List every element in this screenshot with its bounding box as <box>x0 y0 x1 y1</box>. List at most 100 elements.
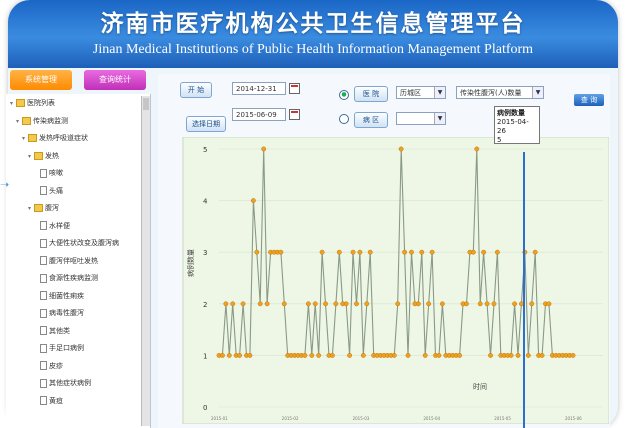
data-point[interactable] <box>570 352 576 358</box>
data-point[interactable] <box>405 352 411 358</box>
data-point[interactable] <box>323 301 328 307</box>
data-point[interactable] <box>357 249 363 255</box>
data-point[interactable] <box>422 352 428 358</box>
data-point[interactable] <box>491 301 497 307</box>
data-point[interactable] <box>226 352 232 358</box>
data-point[interactable] <box>319 249 325 255</box>
data-point[interactable] <box>395 301 401 307</box>
data-point[interactable] <box>488 352 493 358</box>
sidebar-item[interactable]: 其他症状病例 <box>34 378 91 388</box>
data-point[interactable] <box>477 301 483 307</box>
expand-icon[interactable]: ▾ <box>16 117 20 125</box>
data-point[interactable] <box>481 249 487 255</box>
tab-system-management[interactable]: 系统管理 <box>10 70 72 90</box>
data-point[interactable] <box>539 352 545 358</box>
sidebar-item[interactable]: 皮疹 <box>34 361 63 371</box>
data-point[interactable] <box>278 249 284 255</box>
sidebar-scrollbar[interactable] <box>141 96 150 426</box>
data-point[interactable] <box>457 352 462 358</box>
data-point[interactable] <box>230 301 236 307</box>
data-point[interactable] <box>474 146 480 152</box>
data-point[interactable] <box>429 249 435 255</box>
data-point[interactable] <box>302 352 308 358</box>
data-point[interactable] <box>237 352 243 358</box>
radio-ward[interactable] <box>339 114 349 124</box>
data-point[interactable] <box>240 301 246 307</box>
expand-icon[interactable]: ▾ <box>10 100 14 107</box>
data-point[interactable] <box>546 301 552 307</box>
data-point[interactable] <box>515 352 521 358</box>
select-date-button[interactable]: 选择日期 <box>186 116 226 132</box>
data-point[interactable] <box>525 352 531 358</box>
expand-icon[interactable]: ▾ <box>28 205 32 212</box>
sidebar-item[interactable]: ▾ 传染病监测 <box>16 116 68 126</box>
sidebar-item[interactable]: 细菌性痢疾 <box>34 291 84 301</box>
tab-query-statistics[interactable]: 查询统计 <box>84 70 146 90</box>
data-point[interactable] <box>484 301 490 307</box>
scrollbar-thumb[interactable] <box>143 98 149 110</box>
data-point[interactable] <box>257 301 263 307</box>
data-point[interactable] <box>330 352 335 358</box>
data-point[interactable] <box>512 301 517 307</box>
data-point[interactable] <box>354 301 359 307</box>
data-point[interactable] <box>220 352 225 358</box>
data-point[interactable] <box>402 249 407 255</box>
calendar-icon[interactable] <box>289 83 300 94</box>
data-point[interactable] <box>415 301 421 307</box>
data-point[interactable] <box>264 301 270 307</box>
data-point[interactable] <box>529 301 535 307</box>
sidebar-item[interactable]: ▾ 发热 <box>28 151 59 161</box>
sidebar-item[interactable]: 其他类 <box>34 326 70 336</box>
data-point[interactable] <box>398 146 404 152</box>
expand-icon[interactable]: ▾ <box>28 152 32 160</box>
data-point[interactable] <box>494 249 500 255</box>
data-point[interactable] <box>250 198 256 203</box>
data-point[interactable] <box>470 249 476 255</box>
data-point[interactable] <box>247 352 253 358</box>
data-point[interactable] <box>343 301 349 307</box>
data-point[interactable] <box>350 249 356 255</box>
data-point[interactable] <box>312 301 318 307</box>
data-point[interactable] <box>364 301 370 307</box>
start-date-field[interactable]: 2014-12-31 <box>232 82 286 95</box>
ward-select[interactable]: ▼ <box>396 112 446 125</box>
sidebar-item[interactable]: ▾ 腹泻 <box>28 203 59 213</box>
data-point[interactable] <box>305 301 311 307</box>
query-button[interactable]: 查 询 <box>574 94 604 106</box>
data-point[interactable] <box>309 352 315 358</box>
sidebar-item[interactable]: 腹泻伴呕吐发热 <box>34 256 98 266</box>
data-point[interactable] <box>261 146 267 152</box>
data-point[interactable] <box>254 249 260 255</box>
start-button[interactable]: 开 始 <box>180 82 212 98</box>
data-point[interactable] <box>419 249 425 255</box>
data-point[interactable] <box>281 301 287 307</box>
sidebar-item[interactable]: 黄疸 <box>34 396 63 406</box>
radio-hospital[interactable]: ● <box>339 90 349 100</box>
ward-button[interactable]: 病 区 <box>354 112 388 128</box>
data-point[interactable] <box>367 249 373 255</box>
data-point[interactable] <box>360 352 366 358</box>
data-point[interactable] <box>333 301 339 307</box>
data-point[interactable] <box>336 249 342 255</box>
sidebar-item[interactable]: 手足口病例 <box>34 343 84 353</box>
expand-icon[interactable]: ▾ <box>22 135 26 142</box>
data-point[interactable] <box>439 301 445 307</box>
data-point[interactable] <box>223 301 229 307</box>
data-point[interactable] <box>409 249 414 255</box>
sidebar-item[interactable]: 咳嗽 <box>34 168 63 178</box>
data-point[interactable] <box>426 301 432 307</box>
data-point[interactable] <box>347 352 353 358</box>
sidebar-item[interactable]: ▾ 发热呼吸道症状 <box>22 133 88 143</box>
sidebar-item[interactable]: ▾ 医院列表 <box>10 98 55 108</box>
data-point[interactable] <box>391 352 397 358</box>
category-select[interactable]: 传染性腹泻(人)数量 ▼ <box>456 86 544 99</box>
sidebar-item[interactable]: 食源性疾病监测 <box>34 273 98 283</box>
data-point[interactable] <box>436 352 442 358</box>
data-point[interactable] <box>464 301 469 307</box>
data-point[interactable] <box>316 352 322 358</box>
sidebar-item[interactable]: 头痛 <box>34 186 63 196</box>
calendar-icon[interactable] <box>289 109 300 120</box>
sidebar-item[interactable]: 水样便 <box>34 221 70 231</box>
sidebar-item[interactable]: 大便性状改变及腹泻病 <box>34 238 119 248</box>
sidebar-item[interactable]: 病毒性腹泻 <box>34 308 84 318</box>
